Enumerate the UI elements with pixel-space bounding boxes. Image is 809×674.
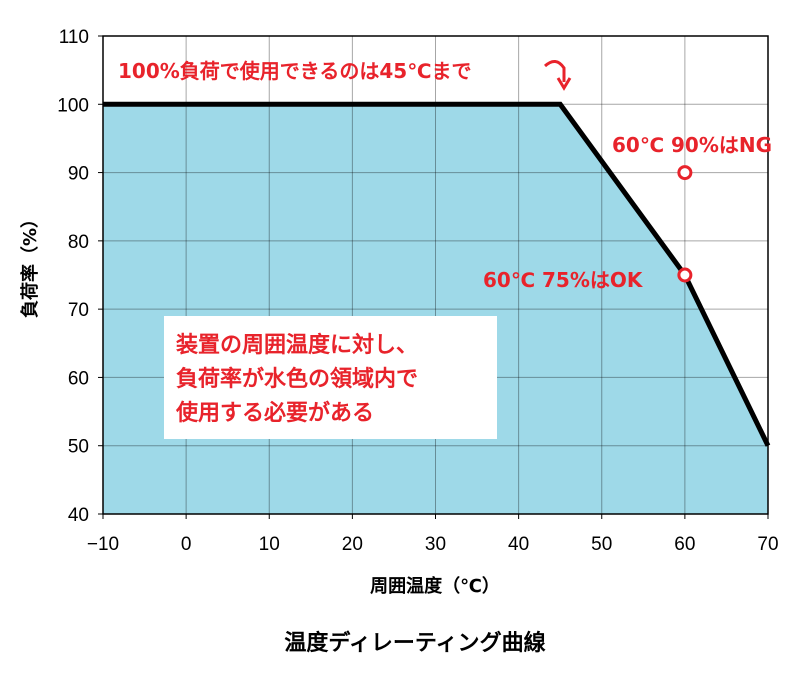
chart-title: 温度ディレーティング曲線 — [284, 630, 545, 656]
y-tick-label: 50 — [68, 437, 89, 458]
data-point-marker — [677, 267, 693, 283]
x-tick-label: 20 — [342, 534, 363, 555]
y-tick-label: 90 — [68, 164, 89, 185]
x-tick-label: 50 — [591, 534, 612, 555]
point-label-ok: 60℃ 75%はOK — [483, 268, 644, 292]
y-axis-ticks: 40 50 60 70 80 90 100 110 — [57, 27, 103, 526]
y-tick-label: 40 — [68, 505, 89, 526]
x-tick-label: 0 — [181, 534, 192, 555]
top-annotation-arrow-head — [556, 77, 572, 91]
note-line-2: 負荷率が水色の領域内で — [176, 366, 418, 392]
derating-curve-line — [103, 101, 771, 447]
point-label-ng: 60℃ 90%はNG — [612, 133, 772, 157]
note-line-3: 使用する必要がある — [175, 400, 374, 426]
y-tick-label: 60 — [68, 368, 89, 389]
x-tick-label: 40 — [508, 534, 529, 555]
x-tick-label: 70 — [757, 534, 778, 555]
y-tick-label: 110 — [59, 27, 89, 48]
note-line-1: 装置の周囲温度に対し、 — [176, 332, 418, 358]
top-annotation-arrow — [543, 60, 566, 82]
note-box — [164, 316, 497, 439]
x-tick-label: 10 — [259, 534, 280, 555]
x-tick-label: 60 — [674, 534, 695, 555]
x-tick-label: −10 — [87, 534, 119, 555]
y-axis-title: 負荷率（%） — [19, 210, 41, 318]
y-tick-label: 80 — [68, 232, 89, 253]
points — [677, 165, 693, 283]
y-tick-label: 70 — [68, 300, 89, 321]
x-axis-title: 周囲温度（℃） — [370, 575, 500, 597]
x-axis-ticks: −10 0 10 20 30 40 50 60 70 — [87, 514, 779, 555]
y-tick-label: 100 — [57, 95, 89, 116]
x-tick-label: 30 — [425, 534, 446, 555]
data-point-marker — [677, 165, 693, 181]
top-annotation-label: 100%負荷で使用できるのは45℃まで — [118, 59, 471, 83]
